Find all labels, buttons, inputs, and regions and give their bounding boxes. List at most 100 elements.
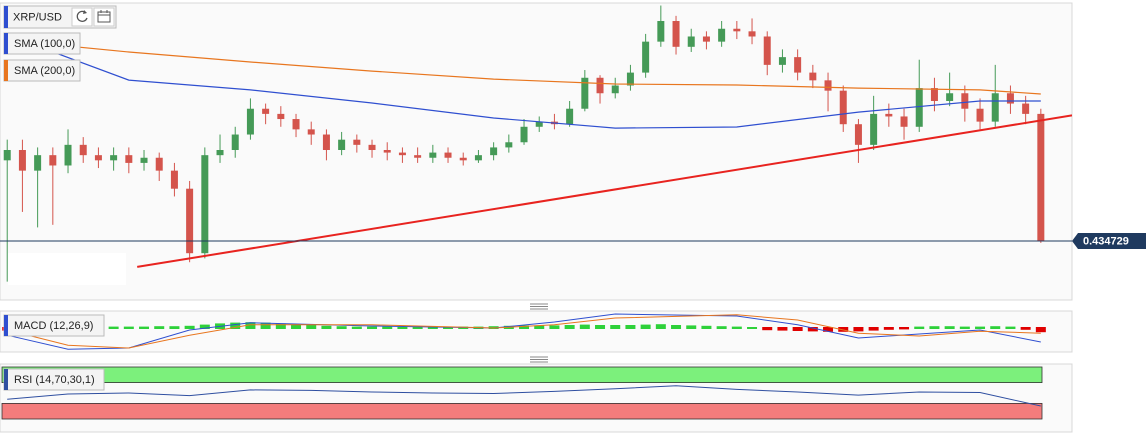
candle-body <box>1037 113 1045 241</box>
candle-body <box>976 108 984 122</box>
last-price-tag <box>1072 232 1146 249</box>
candle-body <box>216 150 224 156</box>
rsi-line <box>7 385 1041 407</box>
macd-histogram-bar <box>853 327 864 332</box>
candle-body <box>49 155 57 166</box>
macd-histogram-bar <box>1035 327 1046 333</box>
macd-histogram-bar <box>716 326 727 329</box>
macd-histogram-bar <box>1005 326 1016 329</box>
candle-body <box>474 155 482 161</box>
macd-histogram-bar <box>199 324 210 329</box>
macd-histogram-bar <box>944 326 955 329</box>
macd-histogram-bar <box>579 324 590 329</box>
candle-body <box>125 155 133 163</box>
candle-body <box>307 129 315 135</box>
symbol-label[interactable]: XRP/USD <box>13 11 62 23</box>
candle-body <box>930 88 938 101</box>
macd-histogram-bar <box>777 327 788 331</box>
candle-body <box>505 142 513 148</box>
candle-body <box>642 41 650 73</box>
macd-histogram-bar <box>595 325 606 329</box>
candle-body <box>459 157 467 161</box>
macd-histogram-bar <box>640 324 651 329</box>
candle-body <box>778 57 786 65</box>
candle-body <box>170 170 178 189</box>
candle-body <box>946 93 954 101</box>
legend-label-swatch <box>4 60 8 81</box>
macd-histogram-bar <box>169 326 180 329</box>
trendline <box>137 114 1072 268</box>
legend-label-swatch <box>4 369 8 390</box>
macd-panel <box>0 310 1073 353</box>
macd-histogram-bar <box>625 325 636 329</box>
candle-body <box>1022 103 1030 114</box>
candle-body <box>353 139 361 145</box>
candle-body <box>687 36 695 47</box>
macd-histogram-bar <box>321 325 332 329</box>
toolbar-strip <box>4 6 8 28</box>
candle-body <box>991 93 999 122</box>
candle-body <box>900 116 908 127</box>
calendar-button[interactable] <box>93 7 115 27</box>
candle-body <box>292 119 300 130</box>
candle-body <box>429 152 437 158</box>
macd-histogram-bar <box>108 326 119 329</box>
macd-histogram-bar <box>382 326 393 329</box>
macd-line <box>7 314 1041 349</box>
macd-histogram-bar <box>671 325 682 329</box>
macd-histogram-bar <box>823 327 834 332</box>
candle-body <box>1006 93 1014 104</box>
axes: 0.434729 <box>1072 232 1146 249</box>
candle-body <box>110 155 118 161</box>
candle-body <box>140 157 148 163</box>
price-panel <box>0 2 1073 301</box>
macd-histogram-bar <box>914 326 925 329</box>
macd-histogram-bar <box>443 326 454 329</box>
macd-histogram-bar <box>336 326 347 329</box>
candle-body <box>246 108 254 135</box>
candle-body <box>338 139 346 151</box>
candle-body <box>915 88 923 127</box>
macd-histogram-bar <box>534 325 545 329</box>
candle-body <box>79 144 87 156</box>
macd-histogram-bar <box>610 325 621 329</box>
legends: SMA (100,0) SMA (200,0) MACD (12,26,9) RSI … <box>3 32 105 391</box>
refresh-button[interactable] <box>71 7 93 27</box>
panel-grip[interactable] <box>530 303 548 310</box>
candle-body <box>277 113 285 120</box>
candle-body <box>444 152 452 158</box>
candle-body <box>3 150 11 161</box>
overbought-band <box>1 366 1043 384</box>
candle-body <box>201 155 209 254</box>
macd-histogram-bar <box>139 326 150 329</box>
macd-histogram-bar <box>899 327 910 330</box>
macd-histogram-bar <box>549 325 560 329</box>
macd-histogram-bar <box>184 325 195 329</box>
oversold-band <box>1 402 1043 420</box>
legend-label: MACD (12,26,9) <box>14 320 93 332</box>
macd-histogram-bar <box>519 325 530 329</box>
candle-body <box>368 144 376 151</box>
candle-body <box>94 155 102 161</box>
panel-grip[interactable] <box>530 356 548 363</box>
marks <box>1 5 1046 420</box>
macd-histogram-bar <box>747 327 758 329</box>
macd-histogram-bar <box>260 322 271 329</box>
macd-histogram-bar <box>1020 327 1031 330</box>
macd-histogram-bar <box>154 326 165 329</box>
sma-line <box>6 34 1041 129</box>
overlays <box>0 34 1072 268</box>
candle-body <box>626 72 634 86</box>
macd-histogram-bar <box>959 326 970 329</box>
legend-label: SMA (200,0) <box>14 65 75 77</box>
candle-body <box>733 28 741 32</box>
macd-histogram-bar <box>397 327 408 329</box>
candle-body <box>18 150 26 171</box>
macd-histogram-bar <box>275 323 286 329</box>
candle-body <box>794 57 802 73</box>
macd-histogram-bar <box>564 325 575 329</box>
macd-histogram-bar <box>245 322 256 329</box>
candle-body <box>383 150 391 153</box>
macd-histogram-bar <box>990 326 1001 329</box>
